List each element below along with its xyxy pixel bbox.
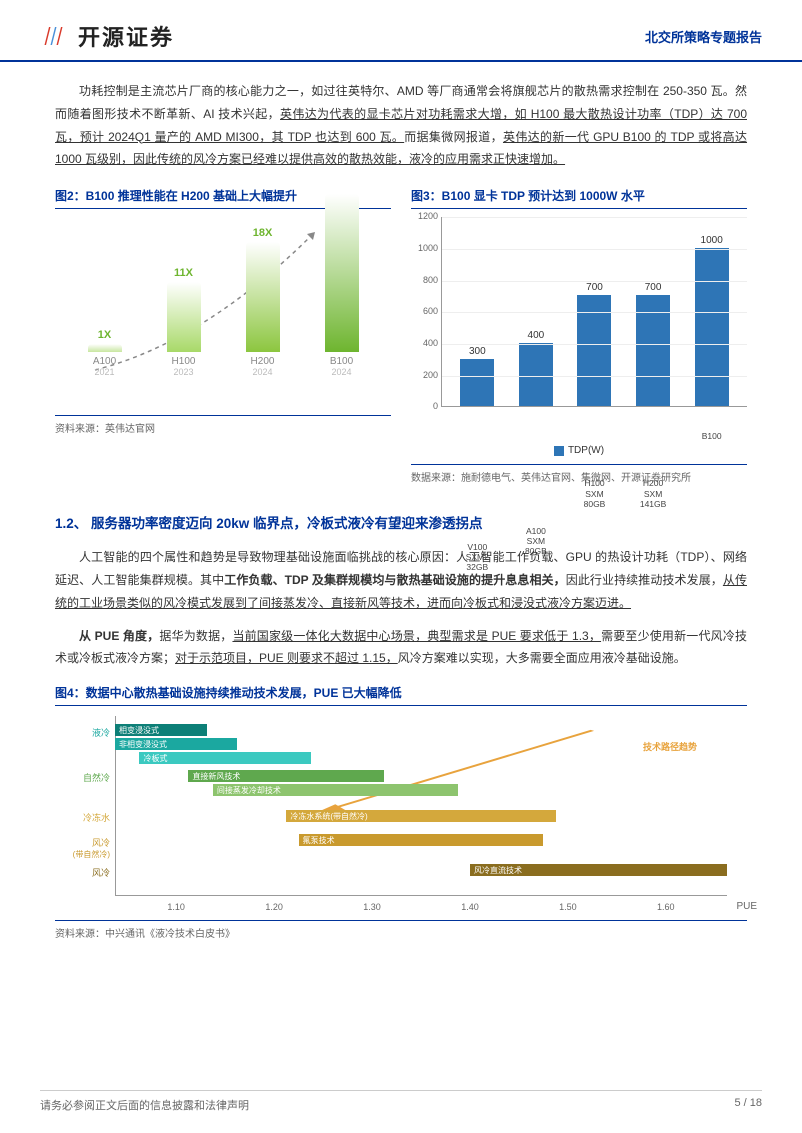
section-1-2-title: 1.2、 服务器功率密度迈向 20kw 临界点，冷板式液冷有望迎来渗透拐点 [55,512,747,532]
chart2-bar-label: B100 [330,356,353,367]
chart2-bar: 1X A1002021 [80,329,130,377]
chart4-xtick: 1.60 [657,902,675,912]
chart4-xtick: 1.30 [363,902,381,912]
chart4-category-label: 液冷 [60,726,110,739]
chart2-bar-year: 2024 [252,367,272,377]
chart3-ytick: 1000 [412,243,438,253]
chart2-bar-year: 2023 [173,367,193,377]
chart4-bar: 冷板式 [139,752,310,764]
report-type: 北交所策略专题报告 [645,27,762,46]
chart4-xaxis [115,895,727,896]
chart3-title: 图3：B100 显卡 TDP 预计达到 1000W 水平 [411,187,747,209]
chart2-source: 资料来源：英伟达官网 [55,415,391,435]
chart4-source: 资料来源：中兴通讯《液冷技术白皮书》 [55,920,747,940]
page-content: 功耗控制是主流芯片厂商的核心能力之一，如过往英特尔、AMD 等厂商通常会将旗舰芯… [0,62,802,940]
chart3-source: 数据来源：施耐德电气、英伟达官网、集微网、开源证券研究所 [411,464,747,484]
chart3-area: 300V100SXM232GB400A100SXM80GB700H100SXM8… [441,217,747,407]
footer-disclaimer: 请务必参阅正文后面的信息披露和法律声明 [40,1097,249,1113]
chart4-xtick: 1.40 [461,902,479,912]
paragraph-3: 从 PUE 角度，据华为数据，当前国家级一体化大数据中心场景，典型需求是 PUE… [55,625,747,671]
chart3-bar-label: B100 [702,431,722,441]
chart2-bar-value: 18X [253,227,273,239]
chart4-bar: 冷冻水系统(带自然冷) [286,810,555,822]
chart4-arrow-label: 技术路径趋势 [643,740,697,753]
chart4-area: 技术路径趋势 PUE 液冷自然冷冷冻水风冷(带自然冷)风冷相变浸没式非相变浸没式… [115,716,727,896]
chart4-bar: 风冷直流技术 [470,864,727,876]
chart3-bar-value: 700 [645,282,662,293]
chart4-title: 图4：数据中心散热基础设施持续推动技术发展，PUE 已大幅降低 [55,684,747,706]
page-header: 开源证券 北交所策略专题报告 [0,0,802,62]
chart2-bar-label: H100 [172,356,196,367]
paragraph-1: 功耗控制是主流芯片厂商的核心能力之一，如过往英特尔、AMD 等厂商通常会将旗舰芯… [55,80,747,171]
chart3-bar-value: 300 [469,346,486,357]
company-name: 开源证券 [78,20,174,52]
chart4-category-label: 自然冷 [60,771,110,784]
chart3-ytick: 800 [412,275,438,285]
chart2-bar-value: 11X [174,267,193,279]
chart2-bar: B1002024 [317,191,367,377]
chart4-box: 图4：数据中心散热基础设施持续推动技术发展，PUE 已大幅降低 技术路径趋势 P… [55,684,747,940]
chart4-xlabel: PUE [736,901,757,912]
chart3-bar-label: H200SXM141GB [640,478,666,509]
chart3-bar-value: 400 [528,330,545,341]
chart3-ytick: 0 [412,401,438,411]
chart4-xtick: 1.10 [167,902,185,912]
page-number: 5 / 18 [734,1097,762,1113]
chart3-bar: 1000B100 [690,235,734,406]
chart3-bar-value: 1000 [701,235,723,246]
chart4-bar: 相变浸没式 [115,724,207,736]
chart4-xtick: 1.20 [265,902,283,912]
chart2-bar-value: 1X [98,329,111,341]
chart4-bar: 氟泵技术 [299,834,544,846]
chart3-bar-label: H100SXM80GB [584,478,606,509]
chart3-ytick: 200 [412,370,438,380]
chart3-bar-label: V100SXM232GB [466,542,489,573]
chart2-bar-year: 2024 [331,367,351,377]
chart2-bar-year: 2021 [94,367,114,377]
chart2-bar: 11X H1002023 [159,267,209,377]
chart3-column: 图3：B100 显卡 TDP 预计达到 1000W 水平 300V100SXM2… [411,187,747,484]
chart4-bar: 非相变浸没式 [115,738,237,750]
chart4-category-label: 冷冻水 [60,811,110,824]
legend-swatch [554,446,564,456]
chart3-bar-label: A100SXM80GB [525,526,547,557]
charts-row: 图2：B100 推理性能在 H200 基础上大幅提升 1XA100202111X… [55,187,747,484]
paragraph-2: 人工智能的四个属性和趋势是导致物理基础设施面临挑战的核心原因：人工智能工作负载、… [55,546,747,614]
chart2-bar-label: H200 [251,356,275,367]
chart3-ytick: 1200 [412,211,438,221]
chart3-ytick: 600 [412,306,438,316]
chart4-category-label: 风冷 [60,866,110,879]
chart2-bar: 18X H2002024 [238,227,288,377]
chart3-bar: 400A100SXM80GB [514,330,558,406]
chart3-ytick: 400 [412,338,438,348]
chart3-legend: TDP(W) [411,445,747,456]
chart4-xtick: 1.50 [559,902,577,912]
logo: 开源证券 [40,20,174,52]
page-footer: 请务必参阅正文后面的信息披露和法律声明 5 / 18 [40,1090,762,1113]
chart2-area: 1XA100202111XH100202318XH2002024B1002024 [55,217,391,407]
chart4-bar: 间接蒸发冷却技术 [213,784,458,796]
chart3-bar-value: 700 [586,282,603,293]
chart2-bar-label: A100 [93,356,116,367]
logo-icon [40,21,70,51]
chart4-category-label: 风冷(带自然冷) [60,836,110,860]
chart2-column: 图2：B100 推理性能在 H200 基础上大幅提升 1XA100202111X… [55,187,391,484]
chart4-bar: 直接新风技术 [188,770,384,782]
